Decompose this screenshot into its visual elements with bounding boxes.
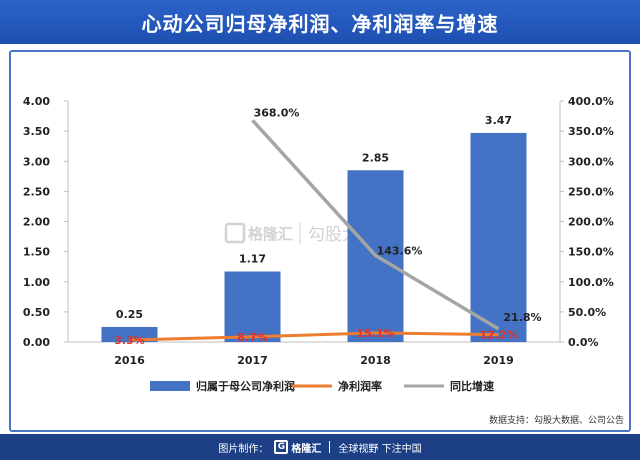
line-series-1 bbox=[129, 331, 499, 342]
y-left-tick-label: 2.00 bbox=[23, 216, 50, 229]
y-right-tick-label: 250.0% bbox=[568, 185, 614, 198]
line-data-label: 368.0% bbox=[254, 106, 300, 119]
chart-header: 心动公司归母净利润、净利润率与增速 bbox=[0, 0, 640, 44]
y-left-tick-label: 2.50 bbox=[23, 185, 50, 198]
line-data-label: 21.8% bbox=[503, 311, 541, 324]
y-right-tick-label: 400.0% bbox=[568, 95, 614, 108]
legend-label: 同比增速 bbox=[450, 379, 494, 393]
line-data-label: 3.3% bbox=[114, 334, 145, 347]
chart-title: 心动公司归母净利润、净利润率与增速 bbox=[141, 11, 499, 36]
legend-label: 归属于母公司净利润 bbox=[196, 379, 295, 393]
y-right-tick-label: 350.0% bbox=[568, 125, 614, 138]
y-right-tick-label: 300.0% bbox=[568, 155, 614, 168]
y-left-tick-label: 4.00 bbox=[23, 95, 50, 108]
y-right-tick-label: 50.0% bbox=[568, 306, 606, 319]
data-source: 数据支持：勾股大数据、公司公告 bbox=[488, 416, 624, 426]
footer-brand: G 格隆汇 bbox=[274, 440, 321, 455]
line-data-label: 12.2% bbox=[479, 329, 517, 342]
y-left-tick-label: 0.50 bbox=[23, 306, 50, 319]
y-right-tick-label: 0.0% bbox=[568, 336, 599, 349]
bar-data-label: 2.85 bbox=[362, 151, 389, 164]
y-left-tick-label: 3.00 bbox=[23, 155, 50, 168]
y-left-tick-label: 1.50 bbox=[23, 246, 50, 259]
bar-data-label: 3.47 bbox=[485, 114, 512, 127]
legend-label: 净利润率 bbox=[338, 379, 382, 393]
x-tick-label: 2017 bbox=[237, 354, 268, 367]
y-left-tick-label: 1.00 bbox=[23, 276, 50, 289]
legend-bar-swatch bbox=[150, 381, 190, 391]
combo-chart: 格隆汇勾股大数据0.000.501.001.502.002.503.003.50… bbox=[23, 95, 614, 393]
watermark-logo-icon bbox=[224, 222, 246, 244]
footer-slogan: 全球视野 下注中国 bbox=[338, 443, 422, 455]
chart-panel bbox=[9, 50, 631, 432]
y-right-tick-label: 200.0% bbox=[568, 216, 614, 229]
brand-logo-icon: G bbox=[274, 440, 289, 454]
y-right-tick-label: 150.0% bbox=[568, 246, 614, 259]
line-series-2 bbox=[251, 119, 500, 331]
y-left-tick-label: 0.00 bbox=[23, 336, 50, 349]
x-tick-label: 2016 bbox=[114, 354, 145, 367]
bar-2017 bbox=[224, 271, 281, 342]
bar-data-label: 0.25 bbox=[116, 308, 143, 321]
line-data-label: 143.6% bbox=[377, 244, 423, 257]
footer-made-by: 图片制作： bbox=[218, 443, 269, 455]
y-left-tick-label: 3.50 bbox=[23, 125, 50, 138]
line-data-label: 8.7% bbox=[237, 331, 268, 344]
footer-bar: 图片制作： G 格隆汇 全球视野 下注中国 bbox=[0, 434, 640, 460]
watermark-brand: 格隆汇 bbox=[248, 225, 293, 243]
x-tick-label: 2018 bbox=[360, 354, 391, 367]
footer-brand-name: 格隆汇 bbox=[291, 443, 322, 455]
bar-2019 bbox=[470, 132, 527, 342]
bar-data-label: 1.17 bbox=[239, 253, 266, 266]
y-right-tick-label: 100.0% bbox=[568, 276, 614, 289]
x-tick-label: 2019 bbox=[483, 354, 514, 367]
line-data-label: 15.1% bbox=[356, 327, 394, 340]
footer-divider bbox=[329, 441, 331, 453]
